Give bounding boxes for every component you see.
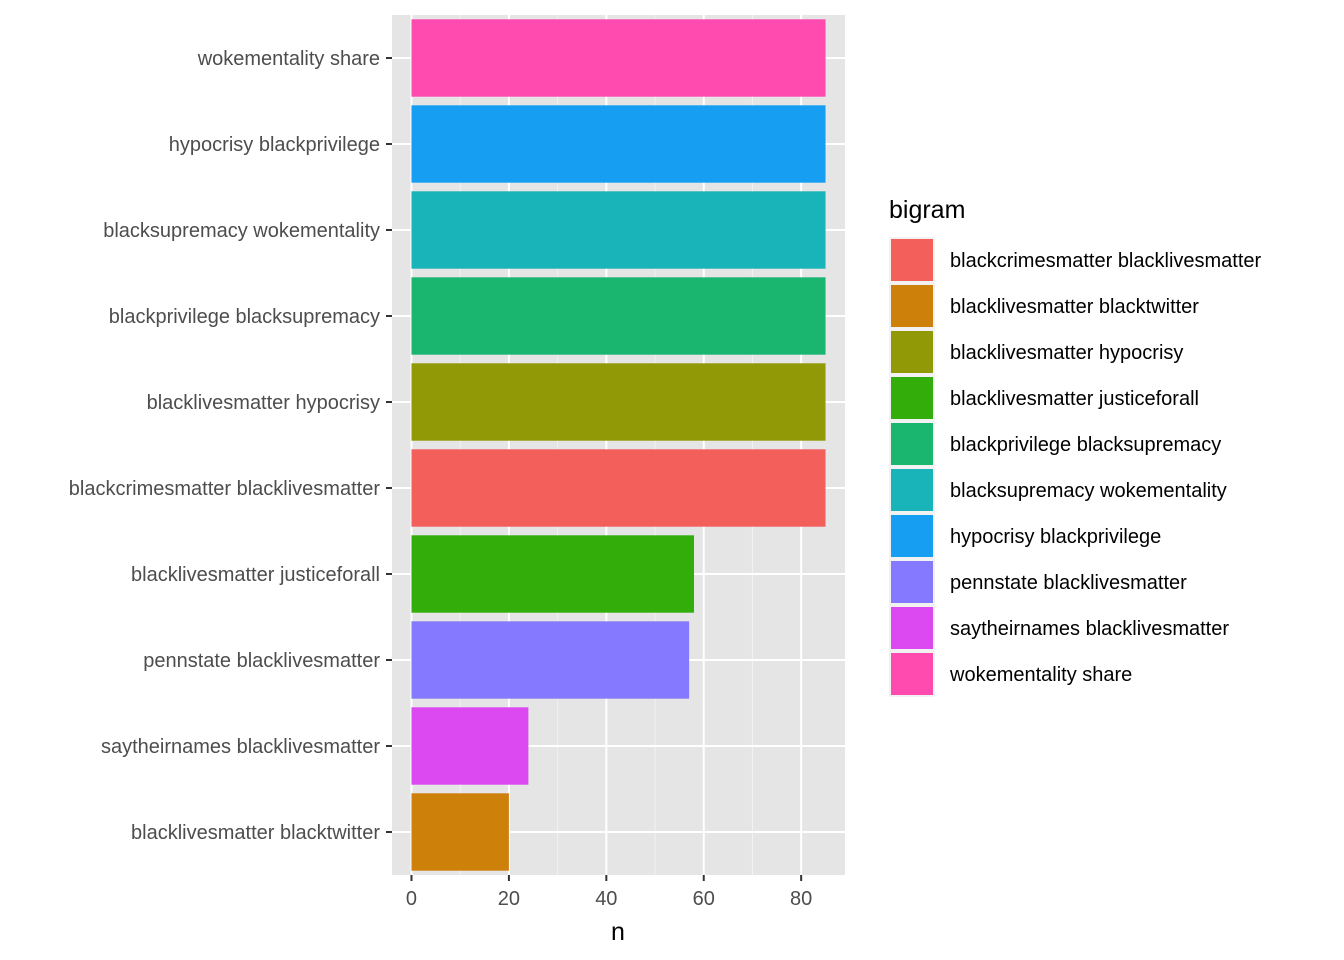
legend-label: blacklivesmatter justiceforall bbox=[950, 388, 1199, 410]
bar bbox=[411, 363, 826, 441]
x-axis-title: n bbox=[611, 918, 625, 946]
y-tick-label: pennstate blacklivesmatter bbox=[143, 650, 380, 672]
y-tick-label: blacklivesmatter justiceforall bbox=[131, 564, 380, 586]
y-tick-label: blacklivesmatter blacktwitter bbox=[131, 822, 380, 844]
legend-key bbox=[891, 469, 933, 511]
legend-label: blacksupremacy wokementality bbox=[950, 480, 1227, 502]
bar bbox=[411, 793, 509, 871]
bar bbox=[411, 105, 826, 183]
x-tick-label: 20 bbox=[498, 888, 520, 910]
bar bbox=[411, 707, 529, 785]
legend-label: pennstate blacklivesmatter bbox=[950, 572, 1187, 594]
legend-label: saytheirnames blacklivesmatter bbox=[950, 618, 1229, 640]
legend-key bbox=[891, 331, 933, 373]
legend-key bbox=[891, 561, 933, 603]
x-axis: 0 20 40 60 80 bbox=[406, 875, 812, 910]
x-tick-label: 80 bbox=[790, 888, 812, 910]
legend-title: bigram bbox=[889, 196, 965, 224]
bar bbox=[411, 19, 826, 97]
legend-label: blacklivesmatter blacktwitter bbox=[950, 296, 1199, 318]
bar bbox=[411, 621, 690, 699]
legend-key bbox=[891, 423, 933, 465]
y-tick-label: hypocrisy blackprivilege bbox=[169, 134, 380, 156]
legend-key bbox=[891, 377, 933, 419]
legend-label: blackprivilege blacksupremacy bbox=[950, 434, 1221, 456]
bar bbox=[411, 191, 826, 269]
bar bbox=[411, 449, 826, 527]
legend-label: blacklivesmatter hypocrisy bbox=[950, 342, 1183, 364]
y-tick-label: blacklivesmatter hypocrisy bbox=[147, 392, 380, 414]
y-tick-label: saytheirnames blacklivesmatter bbox=[101, 736, 380, 758]
legend-key bbox=[891, 239, 933, 281]
legend-key bbox=[891, 607, 933, 649]
y-tick-label: wokementality share bbox=[197, 48, 380, 70]
legend: bigram blackcrimesmatter blacklivesmatte… bbox=[889, 196, 1262, 697]
legend-key bbox=[891, 285, 933, 327]
y-tick-label: blackprivilege blacksupremacy bbox=[109, 306, 380, 328]
bars bbox=[411, 19, 826, 871]
y-axis: wokementality share hypocrisy blackprivil… bbox=[69, 48, 392, 844]
legend-key bbox=[891, 653, 933, 695]
y-tick-label: blackcrimesmatter blacklivesmatter bbox=[69, 478, 381, 500]
legend-label: blackcrimesmatter blacklivesmatter bbox=[950, 250, 1262, 272]
legend-key bbox=[891, 515, 933, 557]
x-tick-label: 0 bbox=[406, 888, 417, 910]
legend-label: hypocrisy blackprivilege bbox=[950, 526, 1161, 548]
bar bbox=[411, 277, 826, 355]
bar bbox=[411, 535, 694, 613]
x-tick-label: 60 bbox=[693, 888, 715, 910]
x-tick-label: 40 bbox=[595, 888, 617, 910]
legend-label: wokementality share bbox=[949, 664, 1132, 686]
y-tick-label: blacksupremacy wokementality bbox=[103, 220, 380, 242]
